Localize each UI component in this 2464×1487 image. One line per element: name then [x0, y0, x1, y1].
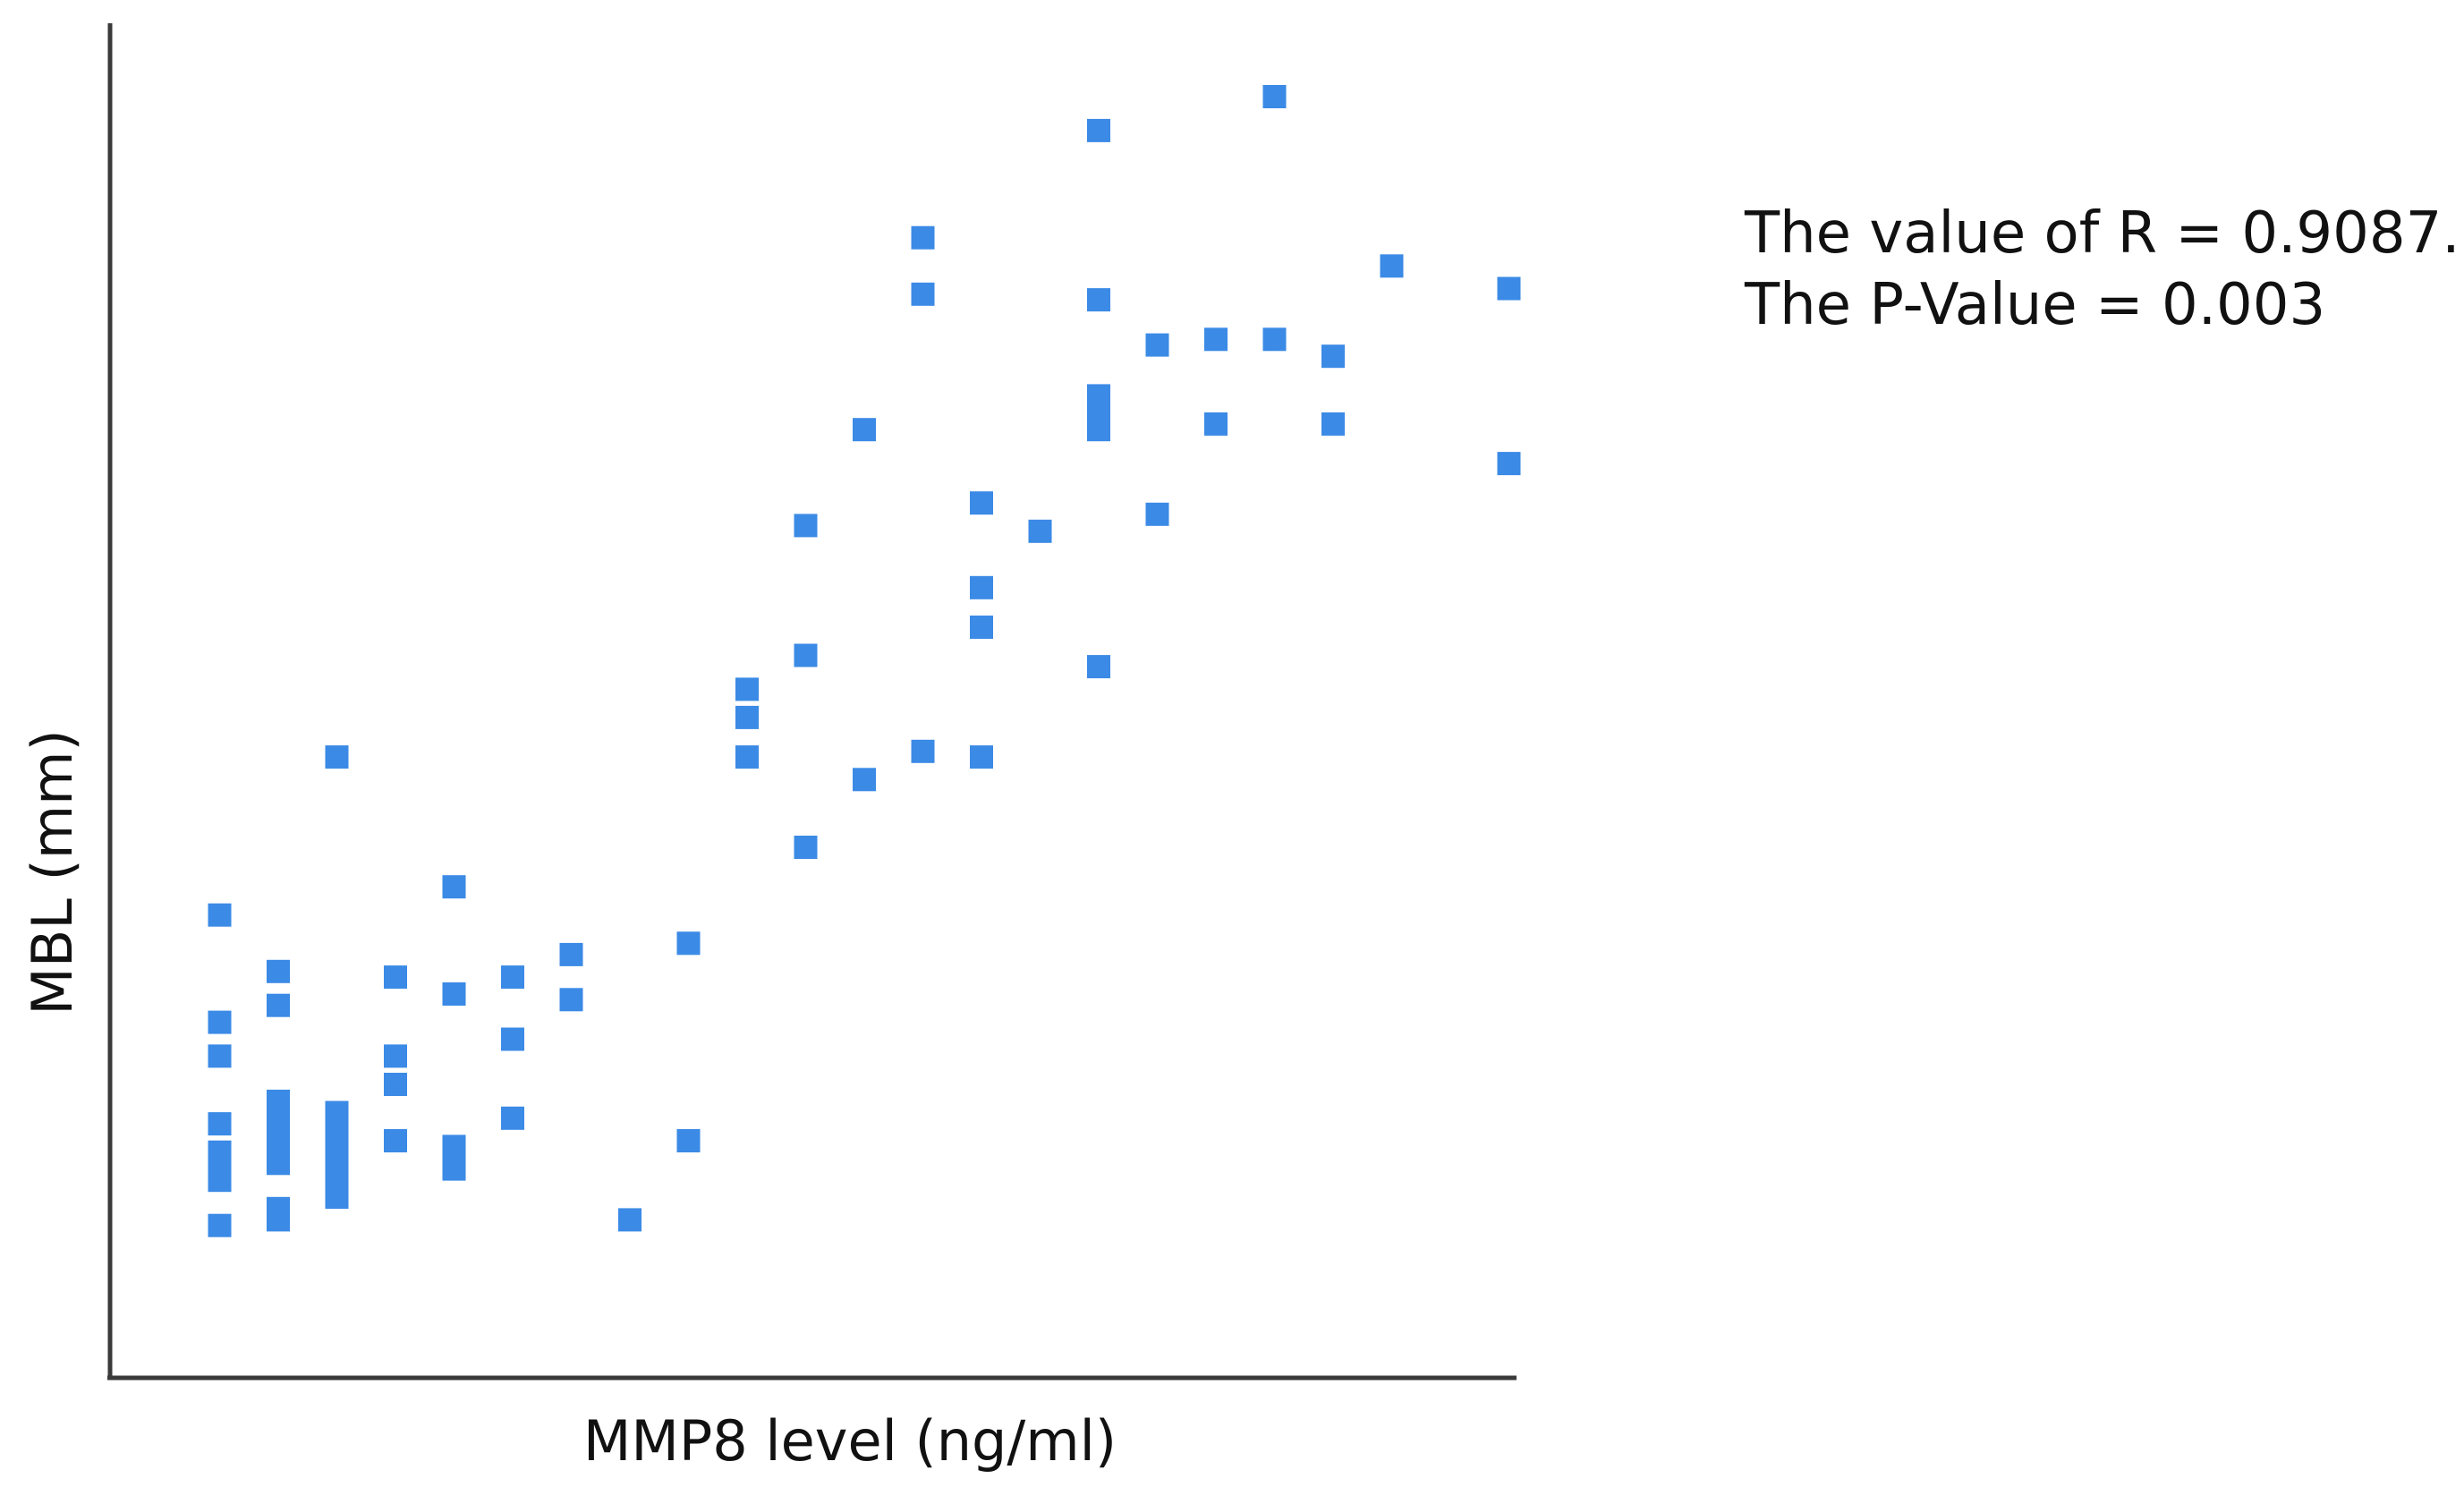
scatter-point: [1262, 85, 1287, 108]
scatter-point: [735, 677, 759, 701]
scatter-point: [618, 1208, 641, 1232]
scatter-point: [970, 745, 993, 769]
scatter-point: [501, 1106, 524, 1130]
scatter-point: [1262, 327, 1287, 352]
scatter-point: [208, 903, 232, 927]
scatter-point: [267, 993, 290, 1017]
scatter-point: [1204, 412, 1228, 436]
scatter-point: [970, 575, 993, 599]
scatter-point: [794, 514, 818, 538]
scatter-point: [442, 982, 466, 1006]
x-axis-label: MMP8 level (ng/ml): [583, 1408, 1117, 1474]
scatter-point: [325, 745, 349, 769]
scatter-point: [1204, 327, 1228, 352]
scatter-point: [501, 965, 524, 990]
scatter-point: [970, 491, 993, 515]
r-value-annotation: The value of R = 0.9087.: [1744, 200, 2460, 267]
scatter-point: [1145, 502, 1169, 526]
scatter-point: [442, 1134, 466, 1159]
scatter-point: [1028, 519, 1052, 543]
scatter-point: [442, 1157, 466, 1181]
scatter-point: [1087, 418, 1110, 442]
scatter-point: [735, 705, 759, 729]
scatter-point: [501, 1027, 524, 1051]
scatter-point: [794, 836, 818, 859]
scatter-point: [1380, 254, 1404, 278]
scatter-point: [267, 1151, 290, 1176]
scatter-point: [1497, 276, 1521, 301]
scatter-point: [384, 1129, 407, 1152]
scatter-point: [559, 942, 583, 966]
scatter-point: [735, 745, 759, 769]
y-axis-label: MBL (mm): [20, 729, 85, 1015]
scatter-point: [384, 1073, 407, 1096]
scatter-point: [1321, 344, 1345, 369]
scatter-point: [676, 1129, 701, 1152]
scatter-point: [267, 1208, 290, 1232]
scatter-point: [970, 616, 993, 639]
scatter-point: [208, 1112, 232, 1136]
scatter-point: [911, 225, 935, 250]
p-value-annotation: The P-Value = 0.003: [1744, 272, 2325, 338]
scatter-point: [794, 643, 818, 667]
scatter-point: [325, 1151, 349, 1176]
scatter-point: [384, 1044, 407, 1068]
scatter-point: [384, 965, 407, 990]
scatter-point: [208, 1044, 232, 1068]
scatter-point: [1321, 412, 1345, 436]
scatter-point: [1497, 452, 1521, 476]
scatter-point: [676, 931, 701, 956]
data-points: [208, 85, 1521, 1237]
scatter-point: [559, 988, 583, 1012]
scatter-point: [325, 1185, 349, 1210]
scatter-point: [1087, 118, 1110, 142]
scatter-point: [911, 282, 935, 306]
scatter-point: [1087, 655, 1110, 679]
scatter-point: [208, 1010, 232, 1034]
scatter-point: [1145, 333, 1169, 357]
scatter-point: [267, 959, 290, 983]
scatter-point: [853, 418, 876, 442]
scatter-point: [853, 768, 876, 792]
scatter-point: [911, 739, 935, 763]
scatter-point: [442, 875, 466, 899]
scatter-point: [208, 1168, 232, 1193]
scatter-point: [208, 1213, 232, 1237]
scatter-point: [1087, 288, 1110, 312]
